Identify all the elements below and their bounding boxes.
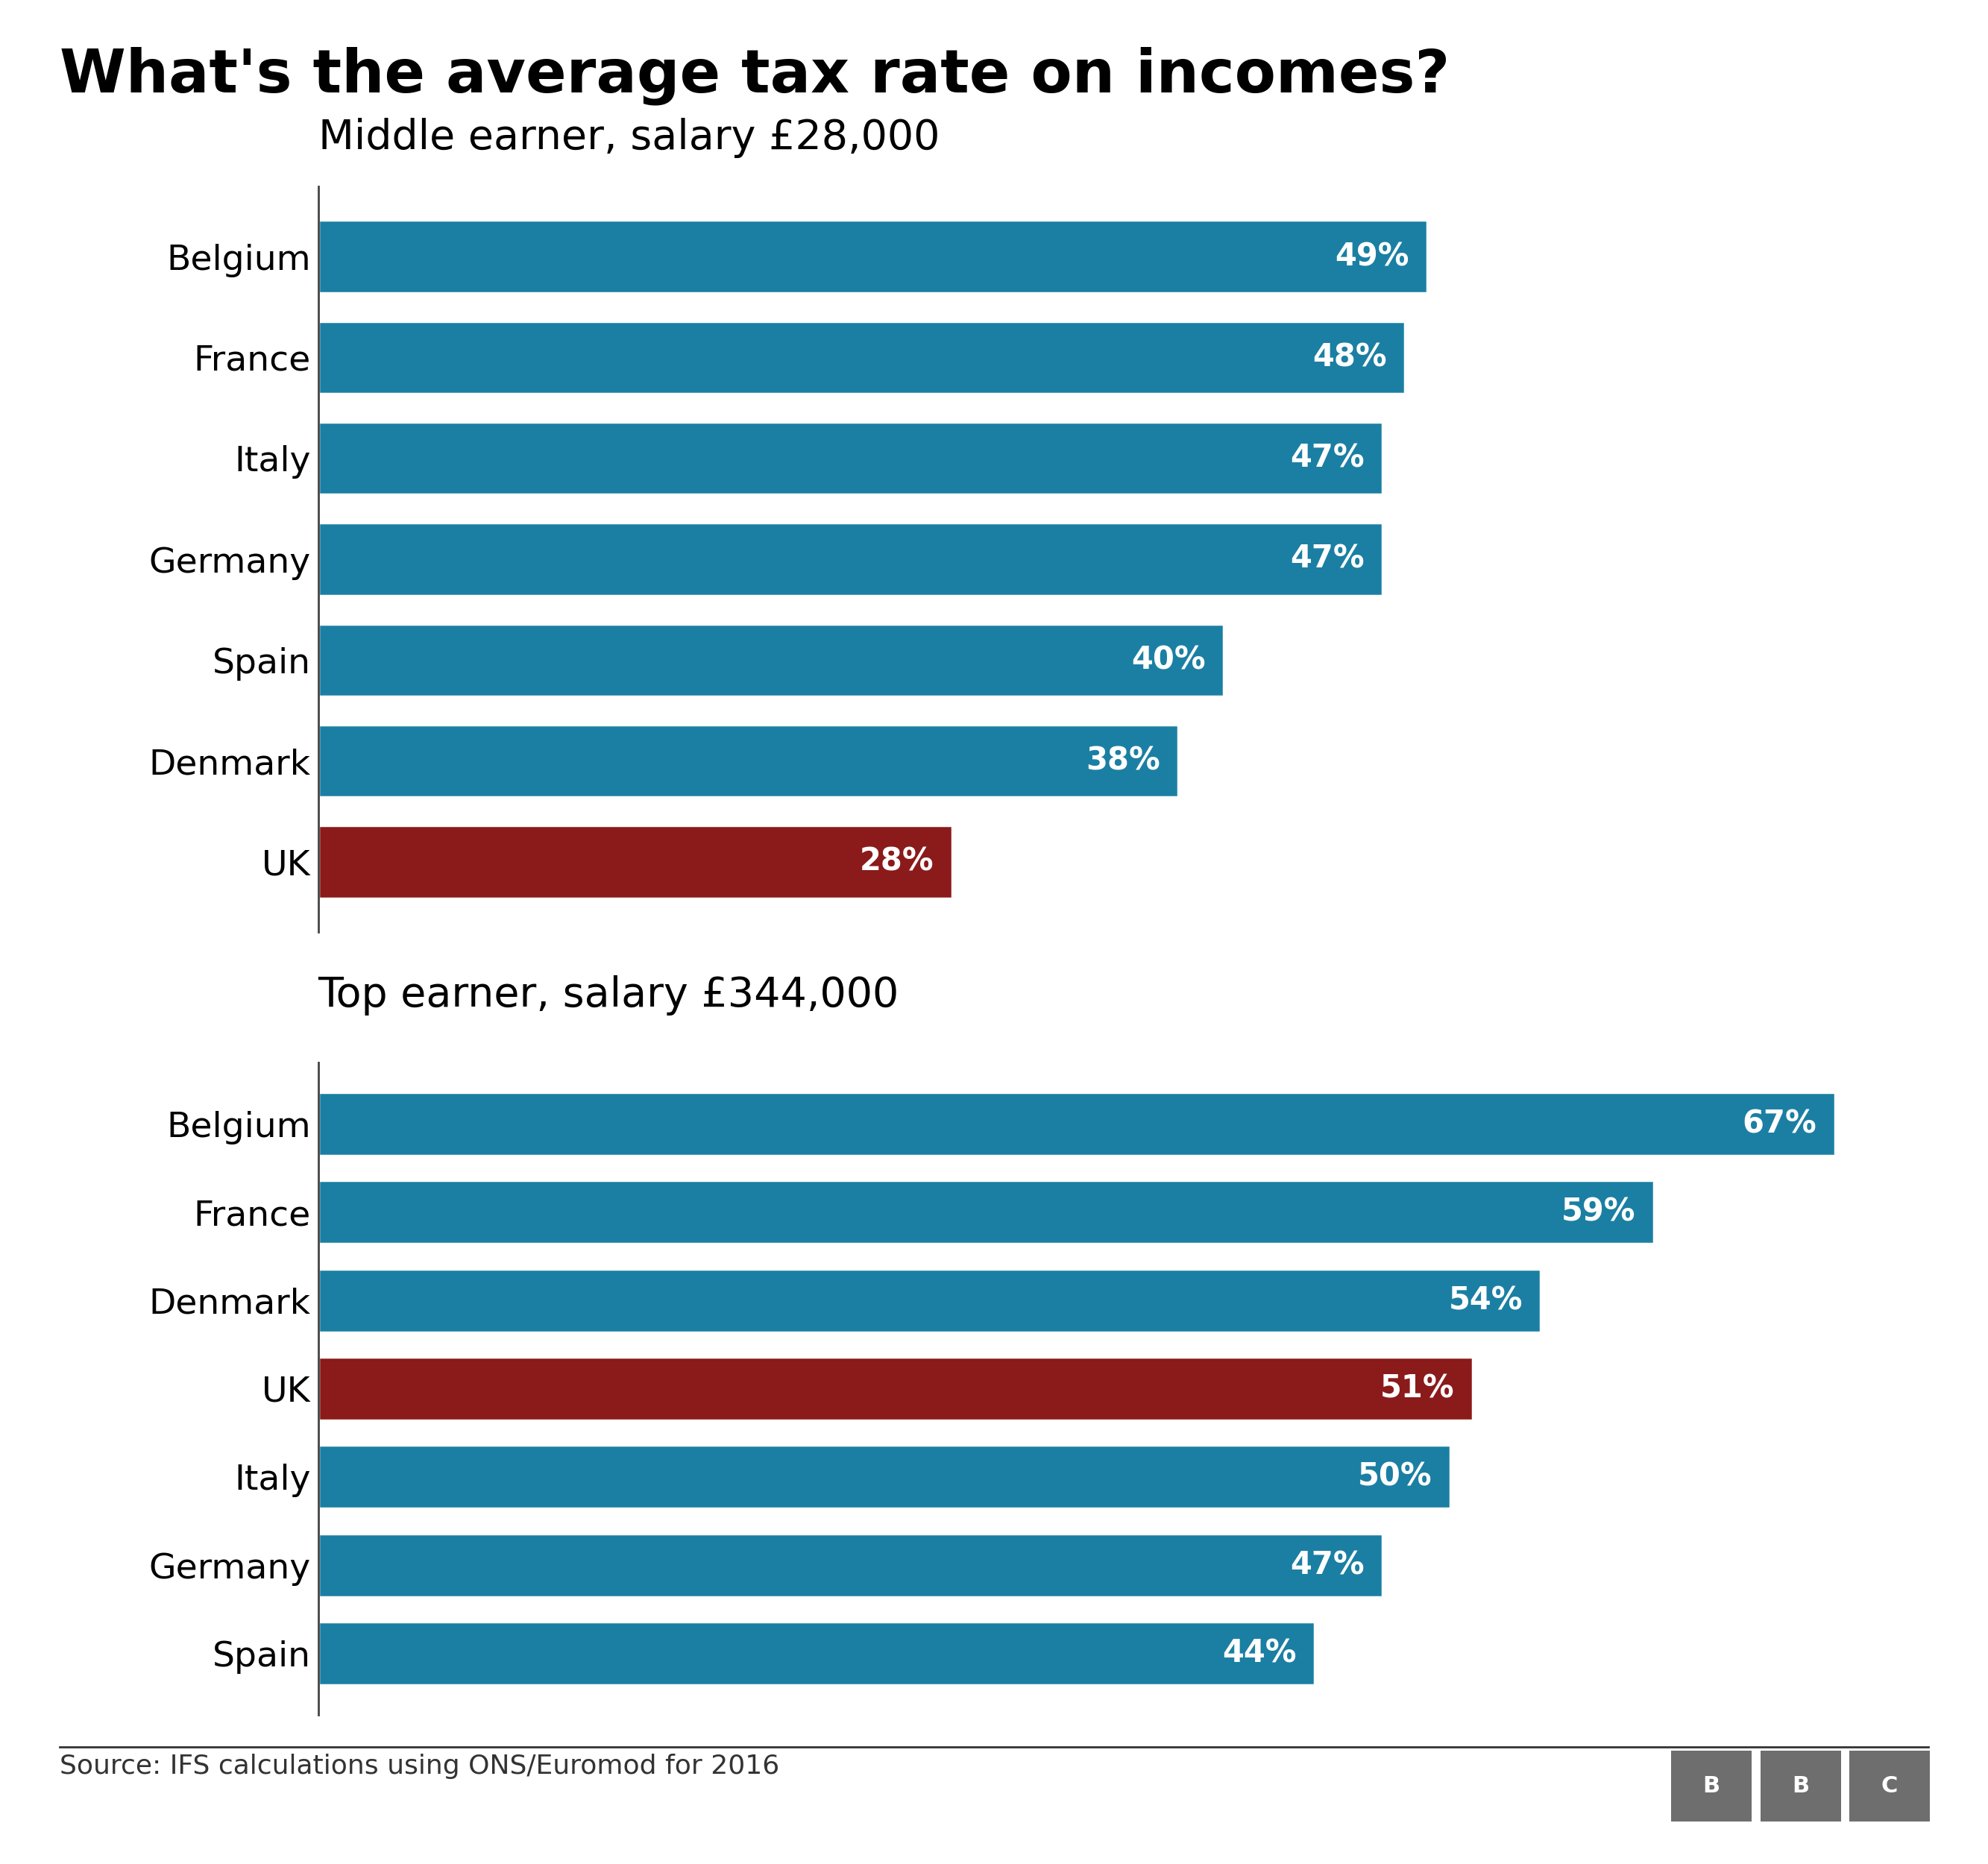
Bar — [318, 321, 1406, 393]
Text: Source: IFS calculations using ONS/Euromod for 2016: Source: IFS calculations using ONS/Eurom… — [60, 1754, 779, 1780]
Text: 47%: 47% — [1290, 442, 1364, 473]
Bar — [318, 1445, 1449, 1508]
Text: 48%: 48% — [1312, 341, 1388, 373]
Bar — [318, 1622, 1314, 1685]
Text: 47%: 47% — [1290, 544, 1364, 574]
Bar — [318, 725, 1179, 798]
Text: 38%: 38% — [1085, 746, 1161, 777]
Bar — [318, 826, 952, 898]
Text: 54%: 54% — [1449, 1284, 1523, 1316]
Text: 50%: 50% — [1358, 1461, 1431, 1493]
Text: What's the average tax rate on incomes?: What's the average tax rate on incomes? — [60, 47, 1449, 104]
Text: 67%: 67% — [1743, 1109, 1817, 1139]
Text: C: C — [1881, 1775, 1899, 1797]
Bar — [318, 421, 1382, 494]
Bar — [318, 1534, 1382, 1597]
Text: 44%: 44% — [1223, 1638, 1296, 1668]
Text: 40%: 40% — [1131, 645, 1205, 677]
Text: Middle earner, salary £28,000: Middle earner, salary £28,000 — [318, 117, 940, 158]
Bar — [318, 1357, 1473, 1420]
Text: 59%: 59% — [1563, 1197, 1636, 1228]
Bar — [318, 624, 1225, 697]
Text: 47%: 47% — [1290, 1549, 1364, 1581]
Bar — [318, 220, 1427, 293]
Text: B: B — [1791, 1775, 1809, 1797]
Bar — [318, 1269, 1541, 1333]
Text: 28%: 28% — [859, 846, 934, 878]
Text: 51%: 51% — [1380, 1374, 1455, 1404]
Text: B: B — [1704, 1775, 1720, 1797]
Text: Top earner, salary £344,000: Top earner, salary £344,000 — [318, 975, 899, 1016]
Bar — [318, 524, 1382, 595]
Bar — [318, 1092, 1835, 1156]
Text: 49%: 49% — [1336, 240, 1409, 272]
Bar — [318, 1180, 1654, 1243]
